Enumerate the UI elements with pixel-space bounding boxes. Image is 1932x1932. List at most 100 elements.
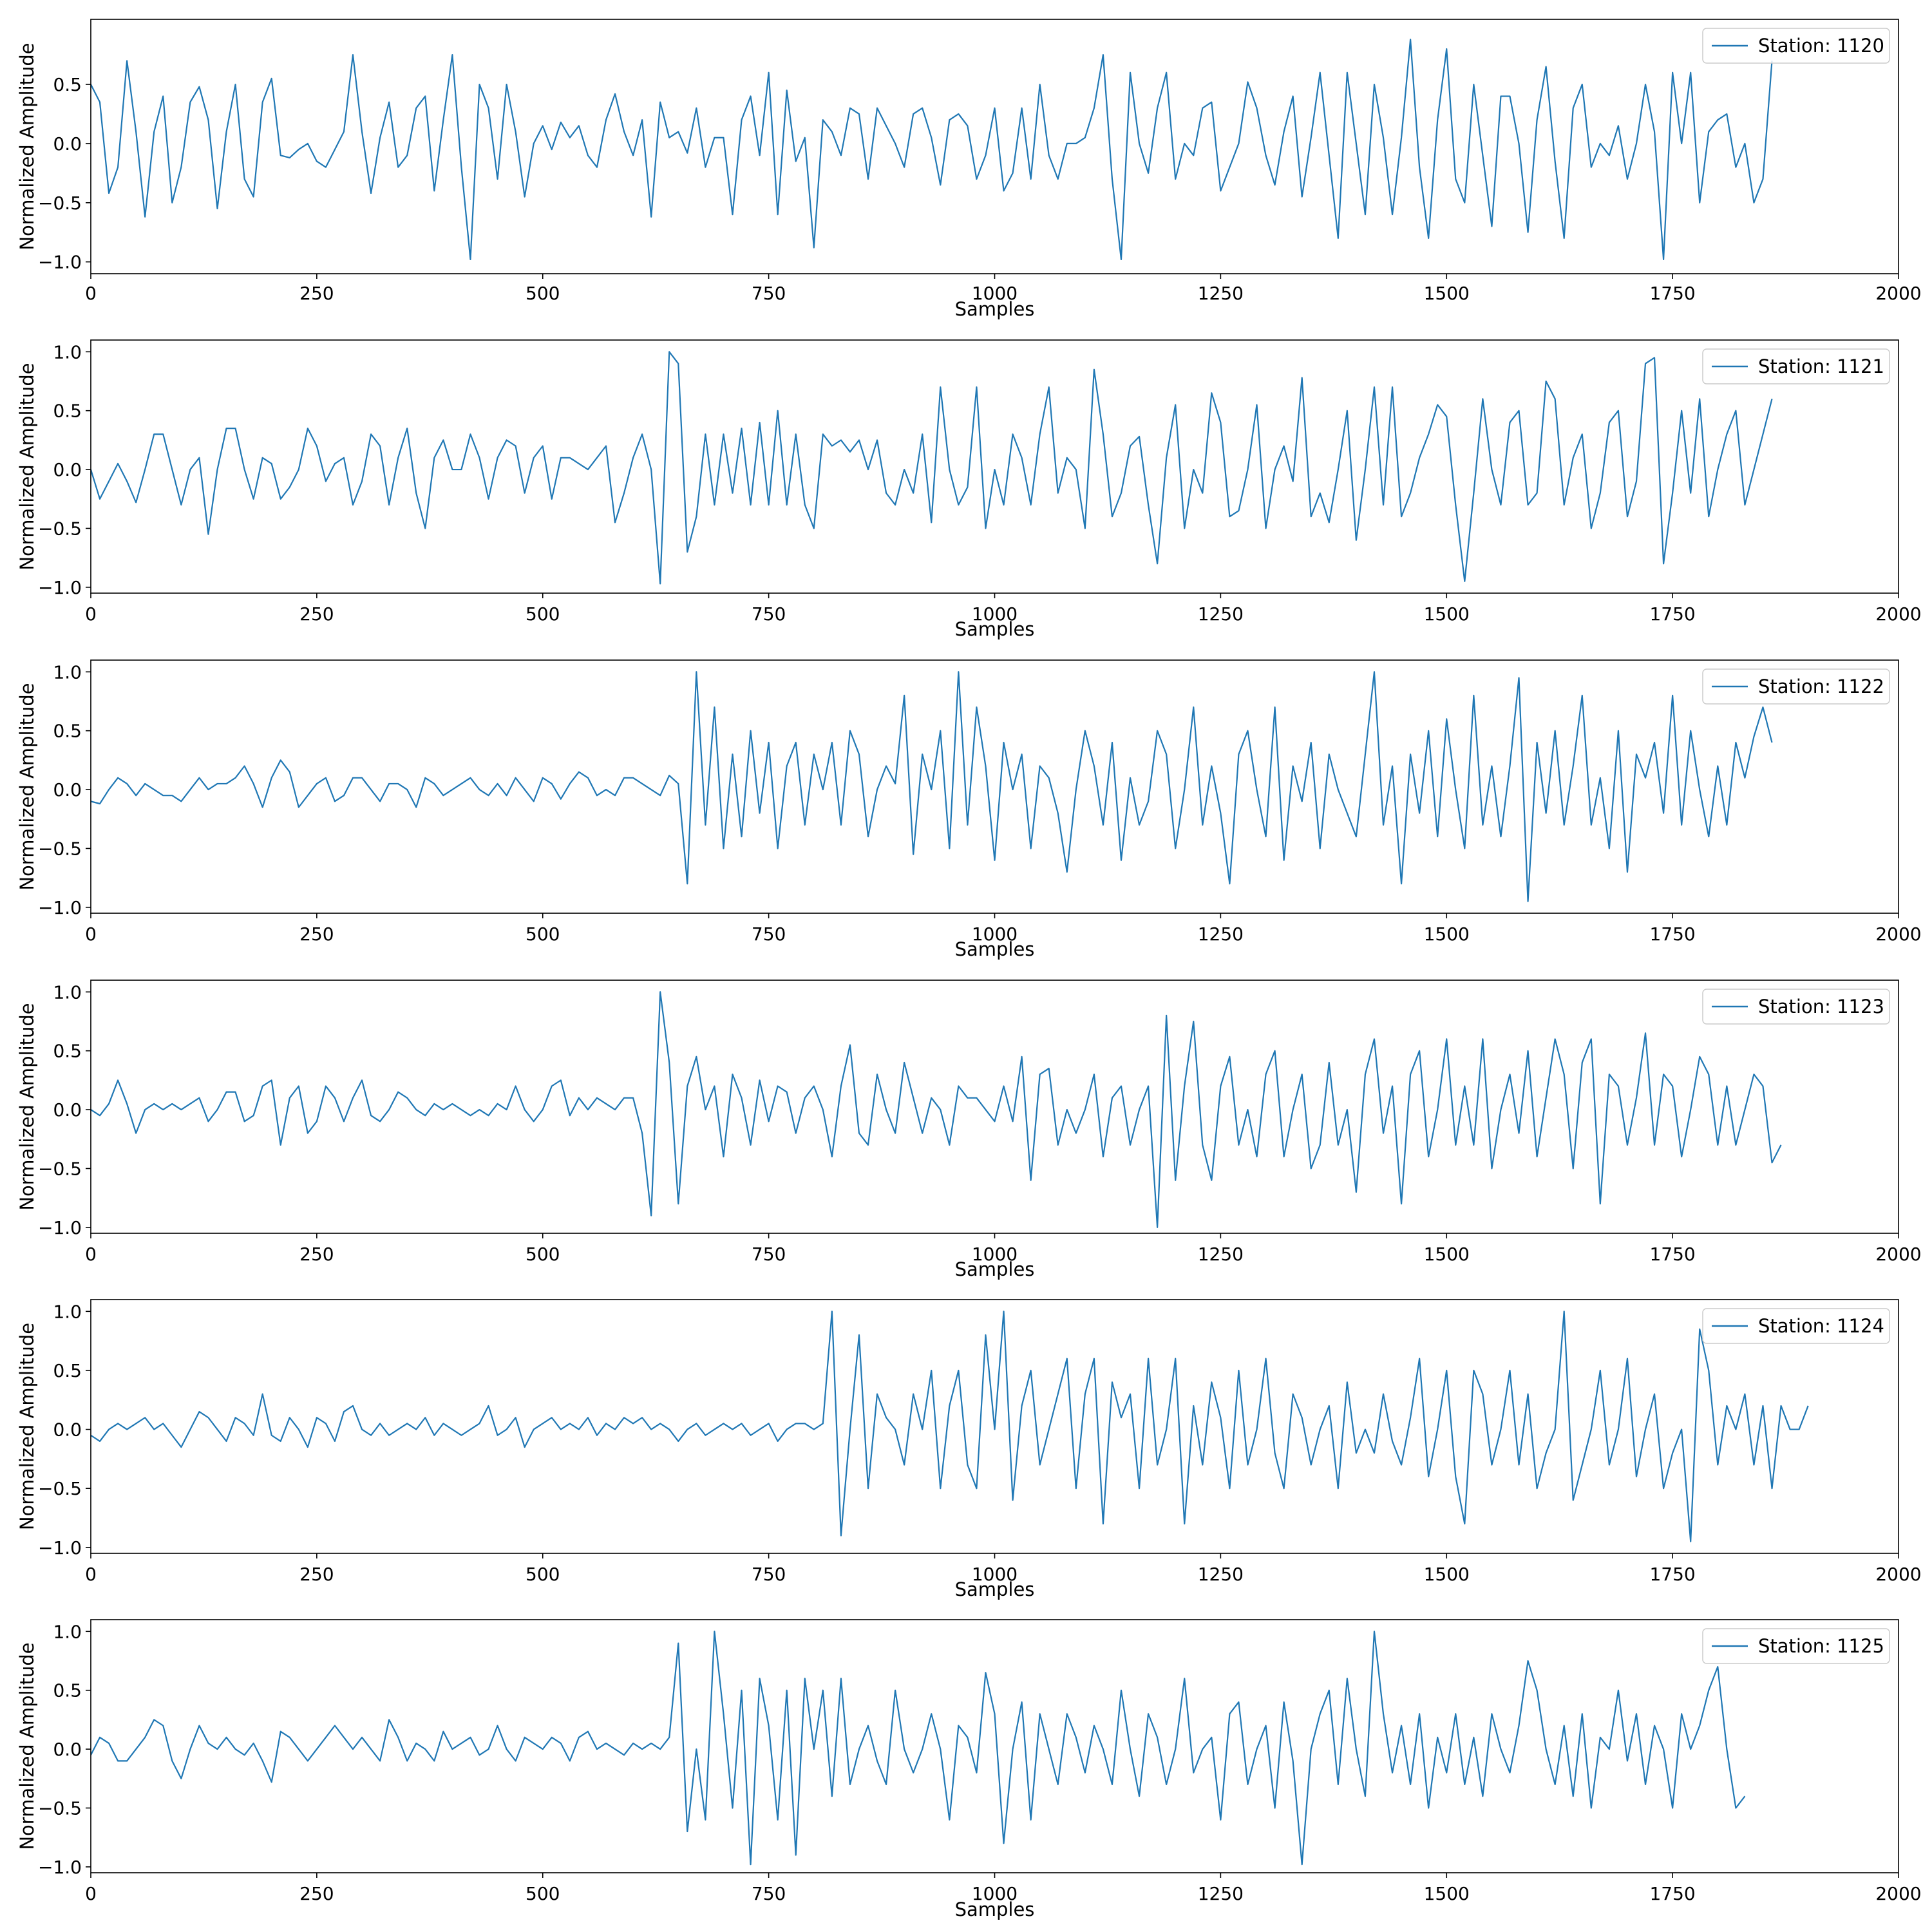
y-tick-label: −0.5: [38, 1797, 82, 1819]
x-tick-label: 1000: [972, 283, 1018, 304]
x-tick-label: 1250: [1198, 1244, 1244, 1265]
x-axis-label: Samples: [955, 298, 1035, 320]
y-tick-label: 1.0: [53, 341, 82, 363]
x-tick-label: 1500: [1424, 923, 1470, 945]
x-tick-label: 1000: [972, 923, 1018, 945]
legend-label: Station: 1125: [1758, 1635, 1884, 1657]
series-line: [91, 351, 1773, 585]
x-axis-label: Samples: [955, 1578, 1035, 1600]
x-tick-label: 0: [85, 603, 97, 625]
y-tick-label: 1.0: [53, 661, 82, 683]
y-tick-label: 0.5: [53, 1360, 82, 1381]
y-tick-label: −0.5: [38, 838, 82, 859]
x-tick-label: 750: [752, 1883, 786, 1904]
y-tick-label: 1.0: [53, 1301, 82, 1322]
x-tick-label: 750: [752, 603, 786, 625]
x-tick-label: 1750: [1649, 283, 1695, 304]
y-tick-label: −1.0: [38, 577, 82, 598]
x-tick-label: 1750: [1649, 1564, 1695, 1585]
y-tick-label: 0.0: [53, 459, 82, 480]
x-tick-label: 1500: [1424, 603, 1470, 625]
x-tick-label: 2000: [1875, 1564, 1921, 1585]
axes-frame: [90, 980, 1899, 1234]
x-tick-label: 1500: [1424, 283, 1470, 304]
legend-box: [1702, 1308, 1890, 1344]
legend-box: [1702, 348, 1890, 384]
x-tick-label: 1250: [1198, 603, 1244, 625]
x-tick-label: 750: [752, 923, 786, 945]
x-tick-label: 1000: [972, 1883, 1018, 1904]
y-axis-label: Normalized Amplitude: [16, 1003, 38, 1210]
x-tick-label: 1250: [1198, 283, 1244, 304]
series-line: [91, 39, 1773, 261]
x-tick-label: 0: [85, 923, 97, 945]
x-tick-label: 1250: [1198, 1564, 1244, 1585]
y-tick-label: −1.0: [38, 1217, 82, 1238]
y-tick-label: −0.5: [38, 1158, 82, 1179]
y-tick-label: 0.0: [53, 1099, 82, 1121]
legend-box: [1702, 1628, 1890, 1664]
x-axis-label: Samples: [955, 618, 1035, 640]
axes-frame: [90, 339, 1899, 594]
y-tick-label: 0.5: [53, 74, 82, 95]
y-tick-label: 0.5: [53, 1680, 82, 1701]
x-tick-label: 250: [299, 1564, 334, 1585]
x-tick-label: 1500: [1424, 1244, 1470, 1265]
x-tick-label: 500: [526, 1564, 560, 1585]
subplot-1: 0 250 500 750 1000 1250 1500 1750 2000 −1.0 −0.5 0.…: [16, 19, 1922, 320]
x-tick-label: 750: [752, 1244, 786, 1265]
x-tick-label: 2000: [1875, 1244, 1921, 1265]
x-tick-label: 1750: [1649, 923, 1695, 945]
x-tick-label: 1250: [1198, 1883, 1244, 1904]
x-axis-label: Samples: [955, 1899, 1035, 1920]
subplot-4: 0 250 500 750 1000 1250 1500 1750 2000 −1.0 −0.5 0.…: [16, 980, 1922, 1280]
legend-label: Station: 1121: [1758, 355, 1884, 377]
y-tick-label: 0.5: [53, 1041, 82, 1062]
y-tick-label: 0.0: [53, 779, 82, 800]
y-tick-label: 0.0: [53, 133, 82, 155]
legend-box: [1702, 989, 1890, 1025]
x-tick-label: 1500: [1424, 1883, 1470, 1904]
x-tick-label: 250: [299, 923, 334, 945]
subplot-6: 0 250 500 750 1000 1250 1500 1750 2000 −1.0 −0.5 0.…: [16, 1619, 1922, 1920]
legend-label: Station: 1120: [1758, 35, 1884, 57]
x-tick-label: 500: [526, 1883, 560, 1904]
x-tick-label: 250: [299, 603, 334, 625]
x-tick-label: 250: [299, 1244, 334, 1265]
legend-label: Station: 1122: [1758, 676, 1884, 697]
x-tick-label: 1000: [972, 1564, 1018, 1585]
x-tick-label: 500: [526, 603, 560, 625]
x-tick-label: 1500: [1424, 1564, 1470, 1585]
x-axis-label: Samples: [955, 938, 1035, 960]
x-tick-label: 2000: [1875, 603, 1921, 625]
x-tick-label: 250: [299, 1883, 334, 1904]
y-tick-label: 1.0: [53, 981, 82, 1003]
x-tick-label: 750: [752, 283, 786, 304]
series-line: [91, 1311, 1809, 1542]
x-tick-label: 1750: [1649, 1883, 1695, 1904]
y-tick-label: 0.0: [53, 1739, 82, 1760]
subplot-2: 0 250 500 750 1000 1250 1500 1750 2000 −1.0 −0.5 0.…: [16, 339, 1922, 640]
x-tick-label: 2000: [1875, 1883, 1921, 1904]
x-tick-label: 1250: [1198, 923, 1244, 945]
legend-label: Station: 1124: [1758, 1315, 1884, 1337]
y-tick-label: −0.5: [38, 1478, 82, 1499]
y-axis-label: Normalized Amplitude: [16, 1323, 38, 1530]
series-line: [91, 991, 1782, 1228]
y-tick-label: −1.0: [38, 1857, 82, 1878]
legend-label: Station: 1123: [1758, 996, 1884, 1018]
x-tick-label: 500: [526, 923, 560, 945]
y-tick-label: −1.0: [38, 252, 82, 273]
axes-frame: [90, 1619, 1899, 1873]
x-tick-label: 250: [299, 283, 334, 304]
series-line: [91, 1631, 1746, 1866]
axes-frame: [90, 19, 1899, 274]
y-tick-label: 1.0: [53, 1621, 82, 1642]
x-tick-label: 0: [85, 1883, 97, 1904]
x-tick-label: 0: [85, 1244, 97, 1265]
y-tick-label: 0.0: [53, 1419, 82, 1441]
x-tick-label: 1750: [1649, 1244, 1695, 1265]
x-tick-label: 500: [526, 283, 560, 304]
y-axis-label: Normalized Amplitude: [16, 43, 38, 250]
